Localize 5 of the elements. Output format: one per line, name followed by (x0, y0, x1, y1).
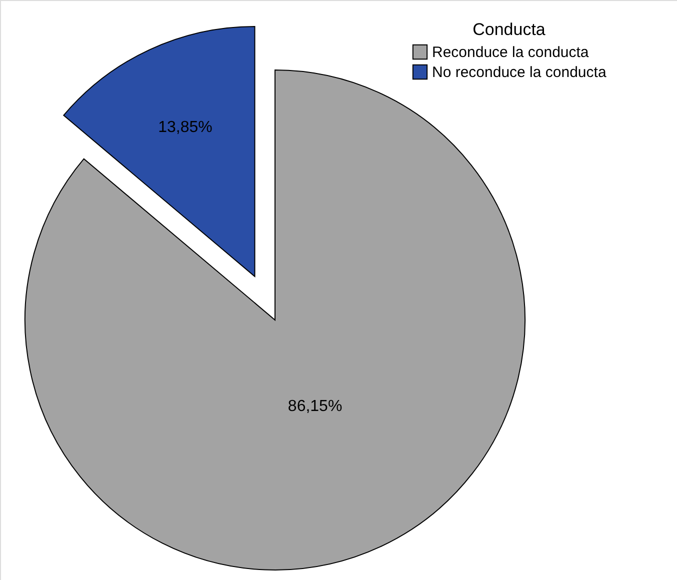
data-label: 13,85% (158, 118, 212, 136)
data-label: 86,15% (288, 398, 342, 416)
legend-label: No reconduce la conducta (432, 64, 607, 81)
legend-title: Conducta (472, 20, 546, 39)
legend-label: Reconduce la conducta (432, 44, 590, 61)
